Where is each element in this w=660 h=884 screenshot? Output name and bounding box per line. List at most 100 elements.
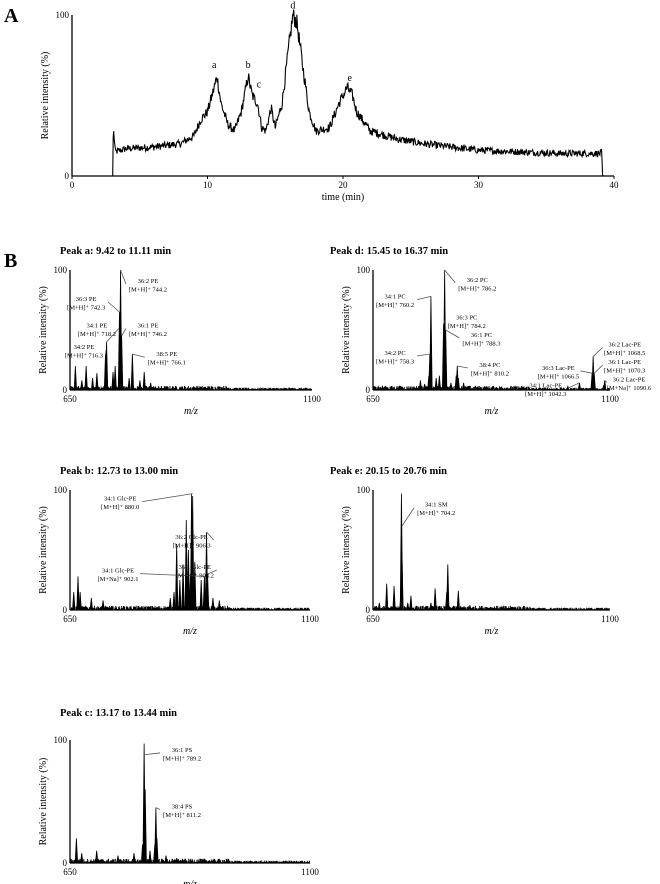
y-tick-label: 0 [65, 171, 70, 181]
annotation-leader-line [417, 353, 430, 357]
peak-label-b: b [246, 60, 251, 71]
spectrum-peak [143, 789, 147, 864]
annotation-text: [M+H]⁺ 1068.5 [604, 350, 645, 357]
annotation-leader-line [121, 328, 127, 337]
peak-annotation: 38:4 PS[M+H]⁺ 811.2 [155, 804, 201, 819]
spectrum-peak [116, 855, 120, 864]
spectrum-peak [409, 595, 413, 611]
annotation-text: 36:1 PS [172, 747, 193, 754]
peak-annotation: 36:1 PC [M+H]⁺ 788.3 [445, 329, 501, 348]
peak-annotation: 36:1 Lac-PE [M+H]⁺ 1070.3 [593, 359, 645, 375]
annotation-text: [M+H]⁺ 789.2 [163, 755, 201, 762]
annotation-leader-line [144, 752, 161, 756]
annotation-text: 34:1 PC [385, 294, 406, 301]
x-axis-label: m/z [485, 406, 499, 417]
annotation-text: [M+H]⁺ 906.3 [173, 543, 211, 550]
spectrum-peak [80, 853, 84, 864]
spectrum-peak [377, 602, 381, 611]
y-tick-label: 100 [54, 265, 68, 275]
annotation-text: [M+H]⁺ 1070.3 [604, 368, 645, 375]
spectrum-peak [174, 857, 179, 864]
annotation-leader-line [593, 364, 604, 374]
annotation-leader-line [132, 353, 145, 358]
annotation-text: 34:1 Glc-PE [104, 496, 136, 503]
peak-annotation: 36:2 PC[M+H]⁺ 786.2 [444, 269, 496, 292]
x-tick-label: 40 [610, 180, 620, 190]
y-axis-label: Relative intensity (%) [38, 506, 49, 594]
spectrum-peak [380, 385, 385, 391]
y-tick-label: 0 [366, 385, 371, 395]
spectrum-peak [446, 564, 450, 611]
spectrum-peak [211, 597, 215, 611]
spectrum-peak [191, 495, 195, 611]
annotation-leader-line [106, 328, 120, 343]
annotation-text: 34:2 PE [74, 344, 95, 351]
spectrum-peak [111, 371, 115, 391]
annotation-text: 38:4 PS [172, 804, 193, 811]
peak-annotation: 36:1 PS[M+H]⁺ 789.2 [144, 747, 201, 762]
chart-title: Peak b: 12.73 to 13.00 min [60, 466, 178, 477]
peak-annotation: 36:2 Lac-PE[M+H]⁺ 1068.5 [592, 342, 645, 357]
chart-title: Peak c: 13.17 to 13.44 min [60, 708, 177, 719]
panel-label-b: B [4, 250, 17, 272]
annotation-leader-line [207, 569, 217, 575]
y-tick-label: 100 [357, 265, 371, 275]
spectrum-peak [76, 576, 80, 611]
spectrum-peak [205, 573, 210, 611]
panel-label-a: A [4, 5, 19, 27]
spectrum-peak [468, 605, 472, 611]
annotation-text: 34:1 SM [425, 502, 448, 509]
spectrum-peak [142, 371, 146, 391]
annotation-text: [M+H]⁺ 1066.5 [538, 373, 579, 380]
annotation-text: [M+H]⁺ 811.2 [163, 812, 201, 819]
peak-annotation: 34:1 PE [M+H]⁺ 718.2 [78, 322, 120, 343]
annotation-text: [M+H]⁺ 880.0 [101, 504, 139, 511]
spectrum-peak [148, 382, 153, 391]
annotation-leader-line [155, 807, 161, 810]
spectrum-peak [456, 377, 460, 391]
annotation-text: 38:4 PC [479, 362, 500, 369]
annotation-leader-line [445, 329, 460, 339]
x-tick-label: 650 [63, 394, 77, 404]
annotation-text: [M+H]⁺ 746.2 [129, 331, 167, 338]
peak-annotation: 38:4 PC [M+H]⁺ 810.2 [457, 362, 509, 378]
spectrum-peak [429, 602, 433, 611]
annotation-text: [M+H]⁺ 758.3 [376, 359, 414, 366]
spectrum-peak [120, 335, 124, 391]
spectrum-peak [130, 353, 134, 391]
spectrum-peak [592, 373, 596, 391]
peak-annotation: 34:1 SM[M+H]⁺ 704.2 [401, 502, 455, 527]
peak-annotation: 36:3 Lac-PE[M+H]⁺ 1066.5 [538, 365, 593, 380]
x-tick-label: 650 [366, 394, 380, 404]
plots: 0 100 0 10 20 30 40 Relative intensity (%) time … [38, 1, 652, 884]
peak-annotation: 34:1 PC[M+H]⁺ 760.2 [376, 294, 432, 309]
spectrum-peak [400, 552, 404, 611]
spectrum-peak [184, 519, 188, 611]
chart-e: Peak e: 20.15 to 20.76 min 0 100 650 1100 Rel… [330, 466, 619, 637]
annotation-text: 34:1 Glc-PE [102, 568, 134, 575]
annotation-text: 34:1 PE [86, 322, 107, 329]
annotation-text: [M+H]⁺ 788.3 [462, 341, 500, 348]
annotation-leader-line [142, 493, 193, 502]
spectrum-peak [155, 838, 159, 864]
spectrum-peak [113, 365, 117, 391]
spectrum-peak [89, 597, 93, 611]
spectrum-peak [433, 588, 437, 611]
annotation-text: 36:1 PC [471, 332, 492, 339]
annotation-leader-line [443, 320, 446, 325]
x-tick-label: 650 [63, 614, 77, 624]
annotation-leader-line [567, 382, 580, 389]
peak-annotation: 34:1 Glc-PE[M+Na]⁺ 902.1 [97, 568, 205, 583]
x-tick-label: 1100 [301, 867, 319, 877]
x-axis-label: m/z [183, 626, 197, 637]
x-tick-label: 650 [366, 614, 380, 624]
peak-annotation: 38:5 PE [M+H]⁺ 766.1 [132, 351, 186, 367]
spectrum-peak [437, 375, 441, 391]
peak-annotation: 34:1 Glc-PE[M+H]⁺ 880.0 [101, 493, 193, 511]
y-tick-label: 0 [63, 858, 68, 868]
spectrum-peak [199, 579, 203, 611]
y-tick-label: 100 [54, 485, 68, 495]
annotation-text: [M+H]⁺ 744.2 [129, 287, 167, 294]
y-axis-label: Relative intensity (%) [38, 286, 49, 374]
annotation-text: [M+H]⁺ 784.2 [448, 323, 486, 330]
